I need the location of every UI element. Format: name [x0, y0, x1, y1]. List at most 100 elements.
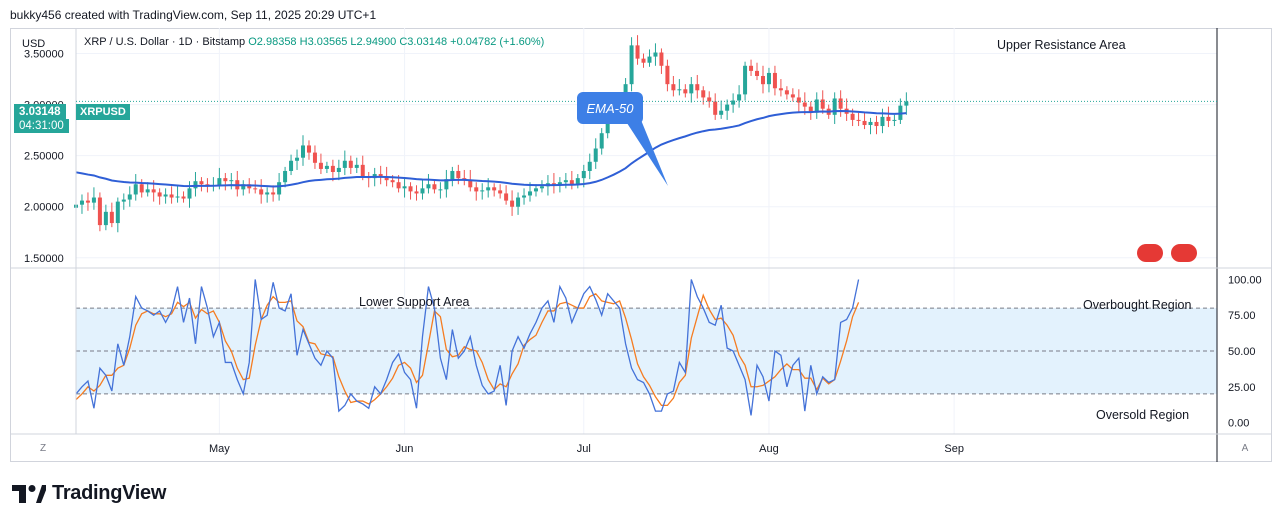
candle-body [522, 195, 527, 198]
candle-body [557, 182, 562, 186]
candle-body [749, 65, 754, 71]
candle-body [438, 189, 443, 191]
candle-body [569, 180, 574, 185]
candle-body [253, 188, 258, 190]
candle-body [480, 190, 485, 192]
auto-scale-button[interactable]: A [1241, 443, 1249, 454]
candle-body [283, 170, 288, 183]
tradingview-logo-text: TradingView [52, 482, 167, 504]
candle-body [737, 94, 742, 101]
candle-body [348, 160, 353, 168]
candle-body [265, 192, 270, 195]
candle-body [719, 110, 724, 115]
candle-body [193, 181, 198, 189]
candle-body [725, 104, 730, 111]
currency-unit[interactable]: USD [22, 38, 46, 50]
candle-body [868, 121, 873, 126]
ticker-tag: XRPUSD [76, 104, 130, 120]
candle-body [390, 180, 395, 183]
symbol-info: XRP / U.S. Dollar · 1D · Bitstamp O2.983… [84, 36, 544, 48]
chart-credit: bukky456 created with TradingView.com, S… [10, 8, 377, 22]
candle-body [653, 52, 658, 57]
change-value: +0.04782 (+1.60%) [450, 36, 545, 48]
stoch-tick-label: 100.00 [1228, 274, 1262, 286]
us-flag-icon[interactable] [1171, 244, 1197, 262]
chart-frame [10, 28, 1272, 462]
candle-body [731, 100, 736, 105]
candle-body [145, 189, 150, 193]
stoch-tick-label: 0.00 [1228, 418, 1249, 430]
stoch-tick-label: 50.00 [1228, 346, 1256, 358]
stoch-lines [75, 279, 860, 416]
candle-body [766, 72, 771, 85]
candle-body [378, 174, 383, 178]
candle-body [605, 116, 610, 134]
candle-body [772, 72, 777, 89]
candle-body [199, 181, 204, 185]
candle-body [498, 190, 503, 194]
candle-body [318, 162, 323, 169]
candle-body [713, 101, 718, 115]
candle-body [802, 102, 807, 107]
candle-body [259, 189, 264, 195]
candle-body [904, 101, 909, 106]
time-tick-label: May [209, 443, 230, 455]
candle-body [599, 133, 604, 149]
candle-body [796, 97, 801, 103]
candle-body [886, 116, 891, 121]
candle-body [808, 106, 813, 113]
candle-body [784, 90, 789, 95]
candle-body [593, 148, 598, 162]
candle-body [402, 186, 407, 189]
close-value: C3.03148 [399, 36, 448, 48]
candle-body [665, 65, 670, 85]
candle-body [874, 121, 879, 127]
price-tick-label: 1.50000 [24, 253, 64, 265]
tradingview-logo-icon [12, 484, 46, 503]
candle-body [468, 180, 473, 188]
candle-body [862, 120, 867, 126]
candle-body [778, 88, 783, 91]
candle-body [677, 89, 682, 91]
candle-body [528, 191, 533, 196]
candle-body [301, 145, 306, 158]
upper-resistance-label: Upper Resistance Area [997, 38, 1126, 52]
candle-body [324, 165, 329, 169]
candle-body [295, 157, 300, 161]
candle-body [127, 194, 132, 200]
candle-body [635, 45, 640, 59]
price-tick-label: 2.50000 [24, 151, 64, 163]
candle-body [623, 84, 628, 97]
ema-50-line [75, 110, 907, 188]
candle-body [492, 187, 497, 191]
candle-body [121, 199, 126, 202]
overbought-label: Overbought Region [1083, 298, 1192, 312]
candle-body [563, 180, 568, 183]
candle-body [581, 170, 586, 179]
time-tick-label: Jun [396, 443, 414, 455]
candle-body [414, 191, 419, 194]
candle-body [223, 178, 228, 182]
ema-50-path [75, 110, 907, 188]
candle-body [139, 184, 144, 193]
candle-body [880, 116, 885, 127]
candle-body [342, 160, 347, 168]
candle-body [97, 197, 102, 226]
time-tick-label: Jul [577, 443, 591, 455]
price-tick-label: 2.00000 [24, 202, 64, 214]
us-flag-icon[interactable] [1137, 244, 1163, 262]
z-toggle-button[interactable]: Z [39, 443, 47, 454]
candle-body [408, 186, 413, 192]
candle-body [163, 194, 168, 197]
candle-body [109, 211, 114, 224]
tradingview-logo: TradingView [12, 482, 166, 505]
candle-body [707, 97, 712, 102]
price-tag: 3.03148 [14, 104, 66, 120]
candle-body [175, 196, 180, 198]
candle-body [444, 179, 449, 190]
symbol-name: XRP / U.S. Dollar · 1D · Bitstamp [84, 36, 246, 48]
candle-body [743, 65, 748, 95]
low-value: L2.94900 [350, 36, 397, 48]
candle-body [587, 161, 592, 171]
